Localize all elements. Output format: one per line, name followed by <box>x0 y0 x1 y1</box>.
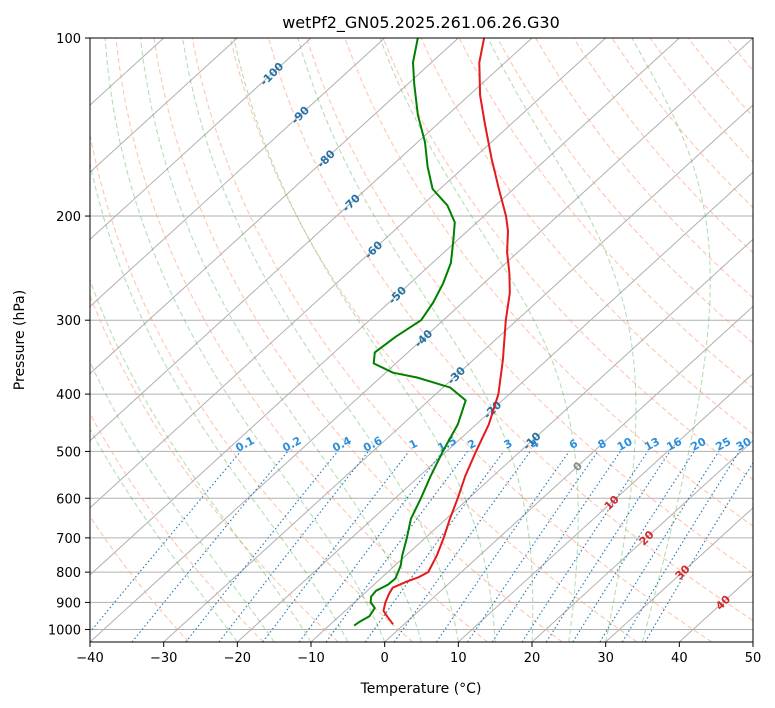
isotherm-line <box>531 439 753 642</box>
y-tick-label: 1000 <box>48 623 81 638</box>
moist-adiabat-line <box>631 38 711 642</box>
x-tick-label: 10 <box>450 651 467 666</box>
isotherm-line <box>90 38 312 241</box>
y-axis-label: Pressure (hPa) <box>12 290 28 390</box>
mixing-ratio-line <box>521 451 649 642</box>
x-tick-label: 40 <box>671 651 688 666</box>
mixing-ratio-line <box>467 451 599 642</box>
moist-adiabat-line <box>90 360 275 642</box>
mixing-ratio-line <box>131 451 289 642</box>
mixing-ratio-line <box>325 451 468 642</box>
dry-adiabat-line <box>229 38 713 642</box>
moist-adiabat-line <box>297 38 534 642</box>
dry-adiabat-line <box>115 38 488 642</box>
moist-adiabat-line <box>90 278 312 642</box>
mixing-ratio-line <box>599 451 720 642</box>
plot-frame <box>89 37 754 643</box>
isotherm-line <box>163 104 753 642</box>
dry-adiabat-line <box>420 38 753 435</box>
y-tick-label: 600 <box>56 492 81 507</box>
mixing-ratio-line <box>90 451 242 633</box>
mixing-ratio-line <box>298 451 444 642</box>
mixing-ratio-line <box>621 451 740 642</box>
mixing-ratio-line <box>572 451 695 642</box>
isotherm-line <box>90 38 459 375</box>
moist-adiabat-line <box>182 38 459 642</box>
isotherm-line <box>90 38 680 576</box>
moist-adiabat-line <box>90 428 238 642</box>
chart-title: wetPf2_GN05.2025.261.06.26.G30 <box>282 13 560 33</box>
mixing-ratio-line <box>491 451 621 642</box>
x-tick-label: −30 <box>150 651 177 666</box>
dry-adiabat-line <box>535 38 753 299</box>
isotherm-line <box>90 38 386 308</box>
dry-adiabat-line <box>306 38 753 574</box>
moist-adiabat-line <box>233 38 496 642</box>
x-axis: −40 −30 −20 −10 0 10 20 30 40 50 <box>76 642 761 666</box>
mixing-ratio-lines <box>90 451 753 642</box>
contour-labels: 0.10.20.40.611.52346810131620253036-100-… <box>233 60 754 613</box>
moist-adiabat-line <box>379 38 579 642</box>
x-tick-label: 30 <box>597 651 614 666</box>
temperature-line <box>382 38 511 625</box>
mixing-ratio-line <box>364 451 505 642</box>
y-tick-label: 900 <box>56 596 81 611</box>
dry-adiabat-line <box>90 412 264 642</box>
y-tick-label: 500 <box>56 445 81 460</box>
y-tick-label: 100 <box>56 32 81 47</box>
y-axis: 100 200 300 400 500 600 700 800 900 1000 <box>48 32 90 638</box>
mixing-ratio-line <box>393 451 531 642</box>
mixing-ratio-label: 13 <box>642 435 662 454</box>
y-tick-label: 400 <box>56 388 81 403</box>
isotherm-line <box>90 38 533 442</box>
dry-adiabat-line <box>267 38 753 622</box>
isotherm-grid <box>90 38 753 642</box>
sounding-series <box>353 38 511 627</box>
x-tick-label: 20 <box>524 651 541 666</box>
isotherm-line <box>605 507 753 642</box>
moist-adiabat-line <box>487 38 637 642</box>
dewpoint-line <box>353 38 467 627</box>
mixing-ratio-label: 10 <box>615 435 635 454</box>
mixing-ratio-label: 16 <box>664 435 684 454</box>
dry-adiabat-line <box>344 38 753 527</box>
y-tick-label: 200 <box>56 210 81 225</box>
x-tick-label: −40 <box>76 651 103 666</box>
moist-adiabats <box>90 38 711 642</box>
dry-adiabat-line <box>496 38 753 344</box>
mixing-ratio-line <box>545 451 671 642</box>
isotherm-line <box>236 171 753 642</box>
isotherm-line <box>457 372 753 642</box>
mixing-ratio-line <box>262 451 410 642</box>
dry-adiabat-line <box>90 131 414 642</box>
mixing-ratio-line <box>185 451 339 642</box>
x-tick-label: −10 <box>297 651 324 666</box>
dry-adiabat-line <box>153 38 563 642</box>
isotherm-line <box>384 305 753 642</box>
mixing-ratio-line <box>435 451 570 642</box>
moist-adiabat-line <box>90 161 349 642</box>
isotherm-line <box>90 38 238 173</box>
y-tick-label: 300 <box>56 314 81 329</box>
moist-adiabat-line <box>139 38 423 642</box>
x-tick-label: 0 <box>381 651 389 666</box>
x-tick-label: 50 <box>745 651 762 666</box>
mixing-ratio-label: 30 <box>734 435 754 454</box>
isotherm-line <box>90 38 753 642</box>
mixing-ratio-label: 20 <box>689 435 709 454</box>
dry-adiabat-line <box>191 38 638 642</box>
mixing-ratio-label: 25 <box>713 435 733 454</box>
x-axis-label: Temperature (°C) <box>360 681 482 697</box>
x-tick-label: −20 <box>224 651 251 666</box>
y-tick-label: 700 <box>56 532 81 547</box>
y-tick-label: 800 <box>56 566 81 581</box>
isotherm-line <box>90 38 607 509</box>
